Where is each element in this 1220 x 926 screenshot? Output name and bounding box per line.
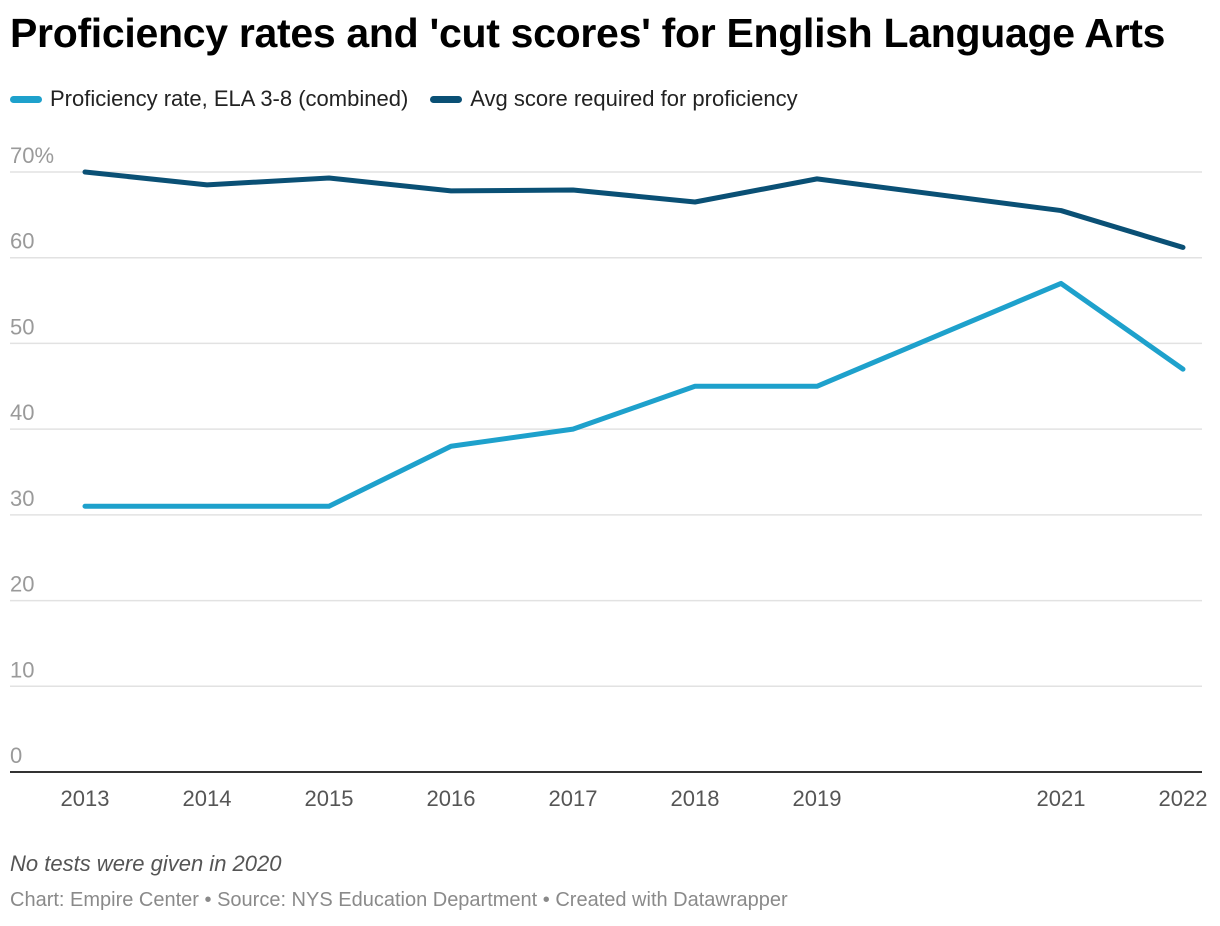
x-tick-label: 2013 <box>61 786 110 811</box>
legend-label-avg-score: Avg score required for proficiency <box>470 86 798 111</box>
legend-item-proficiency-rate: Proficiency rate, ELA 3-8 (combined) <box>10 86 408 112</box>
x-tick-label: 2016 <box>427 786 476 811</box>
y-tick-label: 30 <box>10 486 34 511</box>
legend-label-proficiency-rate: Proficiency rate, ELA 3-8 (combined) <box>50 86 409 111</box>
chart-footer: Chart: Empire Center • Source: NYS Educa… <box>10 889 788 911</box>
y-tick-label: 70% <box>10 143 54 168</box>
chart-note: No tests were given in 2020 <box>10 851 282 876</box>
chart-legend: Proficiency rate, ELA 3-8 (combined) Avg… <box>10 86 820 112</box>
y-tick-label: 60 <box>10 229 34 254</box>
x-tick-label: 2018 <box>671 786 720 811</box>
x-tick-label: 2015 <box>305 786 354 811</box>
legend-item-avg-score: Avg score required for proficiency <box>430 86 798 112</box>
x-tick-label: 2022 <box>1159 786 1208 811</box>
y-tick-label: 0 <box>10 743 22 768</box>
series-line-avg-score <box>82 169 1186 250</box>
x-tick-label: 2014 <box>183 786 232 811</box>
y-tick-label: 50 <box>10 314 34 339</box>
y-tick-label: 40 <box>10 400 34 425</box>
chart-title: Proficiency rates and 'cut scores' for E… <box>10 10 1166 56</box>
line-chart: 0 10 20 30 40 50 60 70% 2013 2014 2015 2016 2017 2018… <box>10 143 1208 811</box>
legend-swatch-avg-score <box>430 95 463 103</box>
series-line-proficiency-rate <box>82 280 1186 509</box>
x-tick-label: 2021 <box>1037 786 1086 811</box>
x-tick-label: 2019 <box>793 786 842 811</box>
y-tick-label: 10 <box>10 657 34 682</box>
y-tick-label: 20 <box>10 572 34 597</box>
legend-swatch-proficiency-rate <box>10 95 42 103</box>
x-tick-label: 2017 <box>549 786 598 811</box>
